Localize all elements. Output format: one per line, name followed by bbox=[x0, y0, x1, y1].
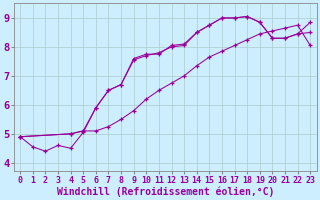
X-axis label: Windchill (Refroidissement éolien,°C): Windchill (Refroidissement éolien,°C) bbox=[57, 186, 274, 197]
